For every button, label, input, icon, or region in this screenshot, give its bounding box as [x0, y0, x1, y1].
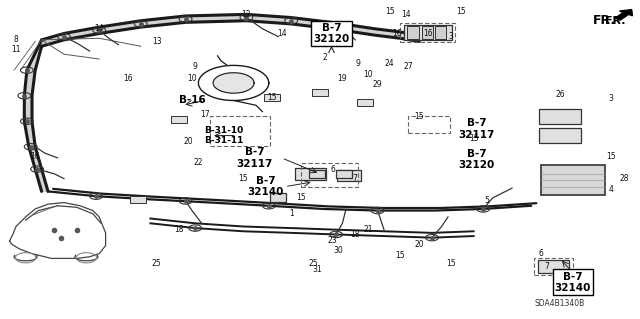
Text: B-7
32140: B-7 32140	[555, 271, 591, 293]
Text: B-7
32117: B-7 32117	[459, 118, 495, 140]
Text: B-7
32117: B-7 32117	[237, 147, 273, 169]
Text: 27: 27	[403, 63, 413, 71]
Text: B-16: B-16	[179, 95, 205, 106]
Text: B-7
32120: B-7 32120	[314, 23, 349, 44]
Text: B-7
32120: B-7 32120	[459, 149, 495, 170]
Text: 15: 15	[267, 93, 277, 102]
Text: 28: 28	[620, 174, 628, 183]
Text: 1: 1	[289, 209, 294, 218]
Text: 12: 12	[242, 10, 251, 19]
Bar	[404, 25, 452, 40]
Text: 29: 29	[372, 80, 383, 89]
Text: 3: 3	[609, 94, 614, 103]
Text: 16: 16	[422, 29, 433, 38]
Text: 2: 2	[323, 53, 328, 62]
Text: 10: 10	[187, 74, 197, 83]
Bar	[540, 128, 581, 143]
Text: 19: 19	[337, 74, 348, 83]
Text: 9: 9	[356, 59, 361, 68]
Bar	[408, 116, 450, 133]
Text: 3: 3	[449, 32, 454, 41]
Text: 21: 21	[364, 225, 372, 234]
Text: 30: 30	[333, 246, 343, 255]
Bar	[538, 260, 569, 273]
Text: 25: 25	[308, 259, 319, 268]
Polygon shape	[42, 14, 419, 46]
Text: 14: 14	[276, 29, 287, 38]
Bar	[210, 116, 270, 146]
FancyArrow shape	[615, 10, 632, 20]
Text: 15: 15	[238, 174, 248, 183]
Bar	[435, 26, 446, 39]
Polygon shape	[213, 73, 254, 93]
Text: 25: 25	[152, 259, 162, 268]
Bar	[301, 163, 358, 188]
Text: 10: 10	[363, 70, 373, 79]
Text: 31: 31	[312, 265, 322, 274]
Bar	[172, 116, 188, 123]
Bar	[295, 168, 326, 180]
Text: 23: 23	[328, 236, 338, 245]
Bar	[270, 193, 287, 202]
Text: FR.: FR.	[593, 14, 616, 27]
Text: 20: 20	[414, 240, 424, 249]
Bar	[407, 26, 419, 39]
Text: 15: 15	[468, 134, 479, 143]
Text: 15: 15	[296, 193, 306, 202]
Text: 15: 15	[446, 259, 456, 268]
Bar	[312, 89, 328, 96]
Text: 14: 14	[94, 24, 104, 33]
Bar	[337, 170, 361, 181]
Text: 20: 20	[184, 137, 194, 146]
Bar	[129, 196, 146, 203]
Text: 9: 9	[193, 63, 198, 71]
Text: 15: 15	[414, 112, 424, 121]
Text: 14: 14	[401, 10, 412, 19]
Text: 15: 15	[606, 152, 616, 161]
Text: 13: 13	[152, 37, 162, 46]
Text: 16: 16	[392, 29, 402, 38]
Text: 16: 16	[30, 152, 40, 161]
Text: FR.: FR.	[605, 16, 625, 26]
Bar	[541, 165, 605, 195]
Text: 15: 15	[385, 7, 396, 16]
Bar	[401, 23, 455, 42]
Text: 26: 26	[555, 90, 565, 99]
Text: 22: 22	[194, 158, 203, 167]
Text: 11: 11	[12, 45, 20, 54]
Text: 15: 15	[395, 251, 405, 260]
Bar	[357, 99, 372, 106]
Bar	[337, 170, 353, 178]
Text: 8: 8	[13, 35, 19, 44]
Bar	[534, 258, 573, 275]
Polygon shape	[24, 40, 48, 191]
Text: 7: 7	[545, 262, 550, 271]
Text: 18: 18	[175, 225, 184, 234]
Bar	[264, 94, 280, 101]
Text: 15: 15	[456, 7, 466, 16]
Text: 4: 4	[609, 185, 614, 194]
Text: B-7
32140: B-7 32140	[248, 176, 284, 197]
Text: 24: 24	[384, 59, 394, 68]
Bar	[309, 170, 325, 178]
Text: 7: 7	[353, 174, 358, 183]
Text: 18: 18	[351, 230, 360, 239]
Text: 17: 17	[200, 110, 210, 119]
Text: B-31-10
B-31-11: B-31-10 B-31-11	[204, 126, 244, 145]
Text: 6: 6	[538, 249, 543, 258]
Text: 5: 5	[484, 197, 489, 205]
Text: 16: 16	[123, 74, 133, 83]
Bar	[540, 109, 581, 123]
Text: 6: 6	[330, 165, 335, 174]
Bar	[422, 26, 433, 39]
Text: SDA4B1340B: SDA4B1340B	[534, 299, 585, 308]
